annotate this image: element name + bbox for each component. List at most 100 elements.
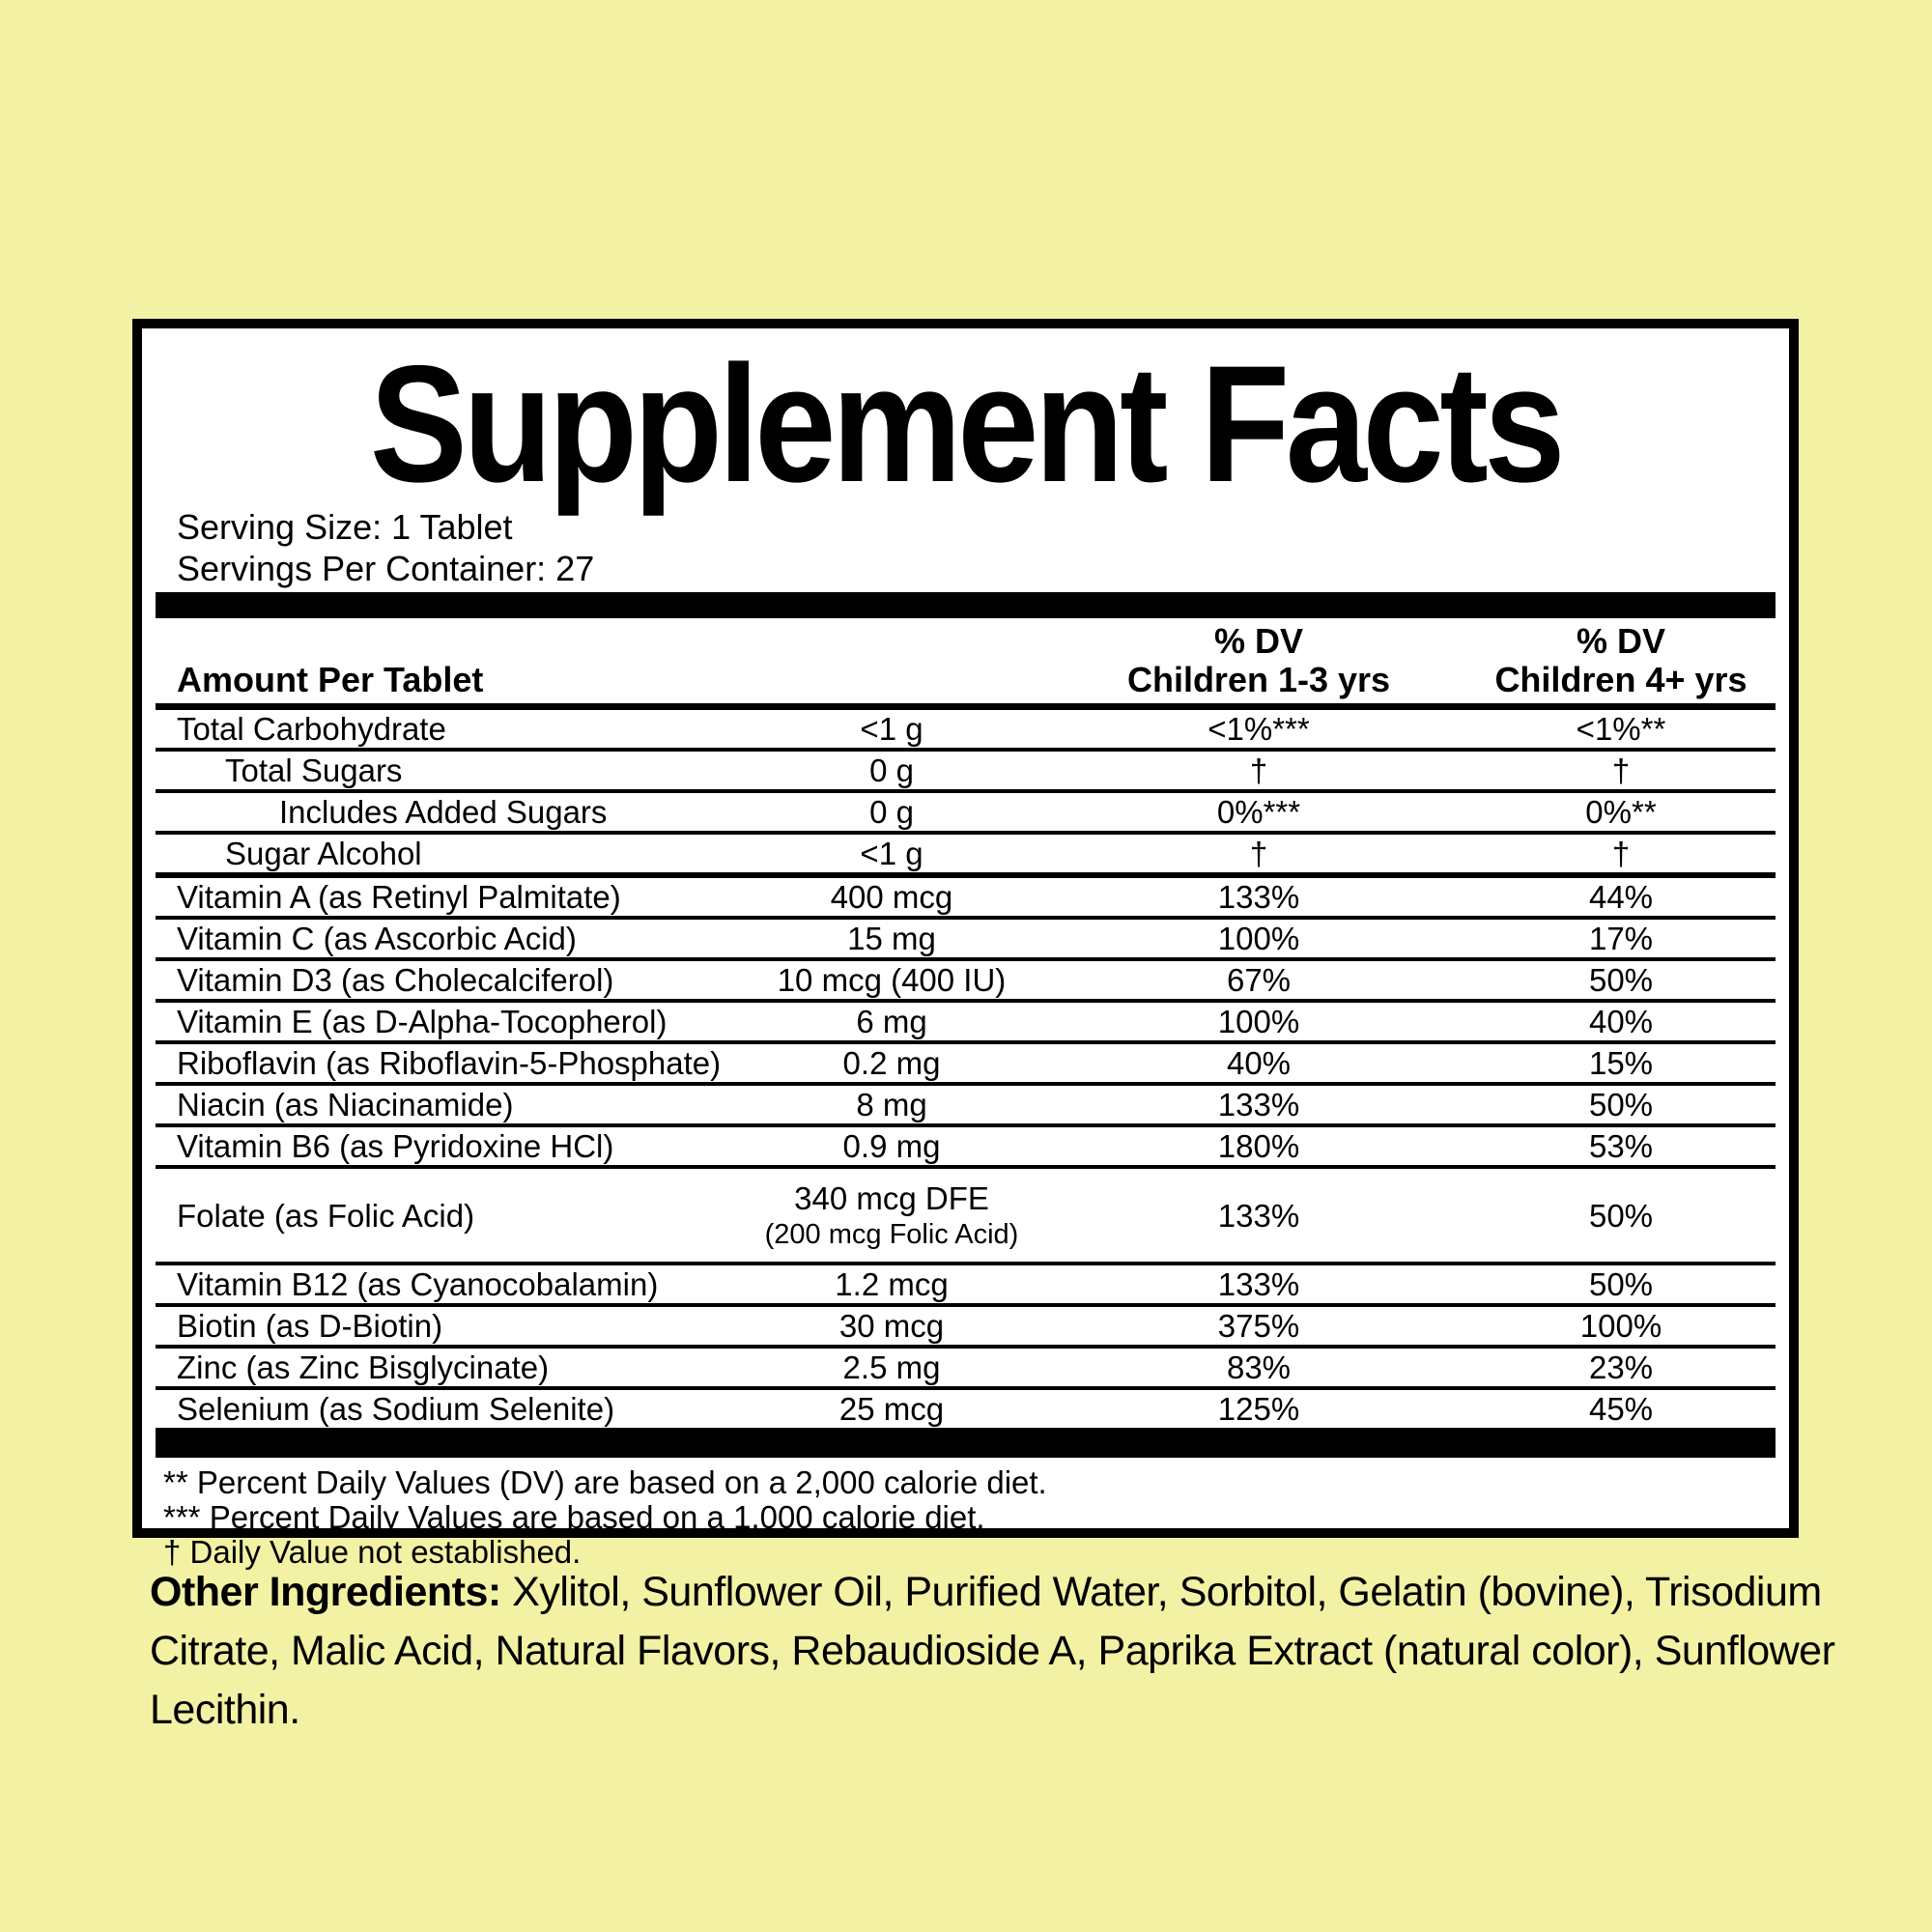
nutrient-amount: 340 mcg DFE (200 mcg Folic Acid) [732, 1179, 1051, 1252]
dv-children-1-3-value: 125% [1217, 1391, 1300, 1427]
dv-children-1-3-value: 100% [1217, 921, 1300, 956]
nutrient-amount: 0 g [732, 752, 1051, 789]
nutrient-amount-line1: 8 mg [856, 1087, 927, 1122]
nutrient-amount: 0 g [732, 793, 1051, 831]
other-ingredients-list: Xylitol, Sunflower Oil, Purified Water, … [150, 1569, 1835, 1733]
nutrient-amount-line1: 1.2 mcg [835, 1266, 949, 1302]
dv-children-4plus-value: 15% [1588, 1045, 1654, 1081]
dv1-percent-label: % DV [1213, 621, 1304, 661]
nutrient-name: Folate (as Folic Acid) [177, 1197, 475, 1234]
table-row: Total Carbohydrate <1 g <1%*** <1%** [156, 710, 1776, 752]
dv-children-1-3-value: 133% [1217, 1087, 1300, 1122]
dv-children-1-3-value: 133% [1217, 1266, 1300, 1302]
dv-children-4plus-value: 50% [1588, 1087, 1654, 1122]
nutrient-amount: 2.5 mg [732, 1349, 1051, 1386]
dv2-percent-label: % DV [1576, 621, 1666, 661]
dv-children-4plus-value: † [1611, 753, 1631, 788]
dv-children-1-3-value: 133% [1217, 879, 1300, 915]
footnote-2000-calorie: ** Percent Daily Values (DV) are based o… [163, 1464, 1047, 1500]
dv-children-4plus-value: 40% [1588, 1004, 1654, 1039]
dv-children-4plus-value: 50% [1588, 1266, 1654, 1302]
dv-children-4plus-value: <1%** [1576, 711, 1666, 747]
table-header: Amount Per Tablet % DV Children 1-3 yrs … [156, 618, 1776, 710]
dv-children-1-3-header: % DV Children 1-3 yrs [1051, 622, 1466, 699]
nutrient-amount: 0.2 mg [732, 1044, 1051, 1082]
nutrient-amount-line1: 6 mg [856, 1004, 927, 1039]
dv-children-1-3-value: 67% [1226, 962, 1292, 998]
table-row: Total Sugars 0 g † † [156, 752, 1776, 793]
table-row: Includes Added Sugars 0 g 0%*** 0%** [156, 793, 1776, 835]
nutrient-amount-line2: (200 mcg Folic Acid) [764, 1218, 1019, 1250]
dv-children-1-3-value: 100% [1217, 1004, 1300, 1039]
servings-per-container-text: Servings Per Container: 27 [177, 549, 595, 588]
nutrient-name: Total Carbohydrate [177, 711, 446, 747]
nutrient-amount: 1.2 mcg [732, 1265, 1051, 1303]
nutrient-amount: <1 g [732, 710, 1051, 748]
divider-bar-top [156, 592, 1776, 618]
panel-title: Supplement Facts [369, 331, 1566, 517]
footnotes: ** Percent Daily Values (DV) are based o… [156, 1458, 1776, 1570]
nutrient-amount-line1: 340 mcg DFE [794, 1179, 989, 1216]
divider-bar-bottom [156, 1432, 1776, 1458]
dv-children-1-3-value: 83% [1226, 1350, 1292, 1385]
dv-children-1-3-value: <1%*** [1208, 711, 1310, 747]
table-row: Folate (as Folic Acid) 340 mcg DFE (200 … [156, 1169, 1776, 1265]
table-row: Vitamin B12 (as Cyanocobalamin) 1.2 mcg … [156, 1265, 1776, 1307]
nutrient-name: Vitamin E (as D-Alpha-Tocopherol) [177, 1004, 668, 1039]
nutrient-amount-line1: 10 mcg (400 IU) [777, 962, 1007, 998]
dv-children-4plus-value: 50% [1588, 962, 1654, 998]
nutrient-amount-line1: 0 g [869, 753, 914, 788]
nutrient-amount-line1: 15 mg [847, 921, 936, 956]
nutrient-amount-line1: 0.9 mg [842, 1128, 941, 1164]
nutrient-amount-line1: 30 mcg [838, 1308, 945, 1344]
table-row: Vitamin D3 (as Cholecalciferol) 10 mcg (… [156, 961, 1776, 1003]
nutrient-amount: 6 mg [732, 1003, 1051, 1040]
table-row: Vitamin B6 (as Pyridoxine HCl) 0.9 mg 18… [156, 1127, 1776, 1169]
nutrient-name: Total Sugars [225, 753, 403, 788]
nutrient-amount: <1 g [732, 835, 1051, 872]
nutrient-name: Biotin (as D-Biotin) [177, 1308, 443, 1344]
table-row: Biotin (as D-Biotin) 30 mcg 375% 100% [156, 1307, 1776, 1349]
dv-children-1-3-value: † [1249, 836, 1268, 871]
dv-children-4plus-value: 44% [1588, 879, 1654, 915]
table-row: Zinc (as Zinc Bisglycinate) 2.5 mg 83% 2… [156, 1349, 1776, 1390]
nutrient-name: Selenium (as Sodium Selenite) [177, 1391, 615, 1427]
nutrient-amount: 15 mg [732, 920, 1051, 957]
nutrient-amount: 25 mcg [732, 1390, 1051, 1428]
nutrient-amount-line1: 2.5 mg [842, 1350, 941, 1385]
other-ingredients-label: Other Ingredients: [150, 1569, 501, 1615]
nutrient-amount: 400 mcg [732, 878, 1051, 916]
table-row: Vitamin E (as D-Alpha-Tocopherol) 6 mg 1… [156, 1003, 1776, 1044]
amount-per-tablet-header: Amount Per Tablet [177, 660, 484, 699]
nutrient-amount-line1: <1 g [860, 836, 923, 871]
nutrient-name: Vitamin A (as Retinyl Palmitate) [177, 879, 621, 915]
nutrient-amount: 8 mg [732, 1086, 1051, 1123]
dv-children-1-3-value: † [1249, 753, 1268, 788]
nutrient-table: Total Carbohydrate <1 g <1%*** <1%** Tot… [156, 710, 1776, 1432]
serving-size-text: Serving Size: 1 Tablet [177, 507, 513, 547]
nutrient-name: Vitamin D3 (as Cholecalciferol) [177, 962, 614, 998]
dv-children-1-3-value: 133% [1217, 1197, 1300, 1234]
dv1-age-label: Children 1-3 yrs [1126, 660, 1391, 699]
dv-children-4plus-value: 100% [1579, 1308, 1662, 1344]
nutrient-name: Niacin (as Niacinamide) [177, 1087, 514, 1122]
dv-children-4plus-value: 0%** [1585, 794, 1657, 830]
dv-children-4plus-value: 17% [1588, 921, 1654, 956]
footnote-1000-calorie: *** Percent Daily Values are based on a … [163, 1499, 985, 1535]
nutrient-amount-line1: <1 g [860, 711, 923, 747]
dv-children-1-3-value: 0%*** [1216, 794, 1301, 830]
table-row: Riboflavin (as Riboflavin-5-Phosphate) 0… [156, 1044, 1776, 1086]
table-row: Selenium (as Sodium Selenite) 25 mcg 125… [156, 1390, 1776, 1432]
dv-children-1-3-value: 180% [1217, 1128, 1300, 1164]
table-row: Niacin (as Niacinamide) 8 mg 133% 50% [156, 1086, 1776, 1127]
nutrient-amount-line1: 0.2 mg [842, 1045, 941, 1081]
table-row: Vitamin C (as Ascorbic Acid) 15 mg 100% … [156, 920, 1776, 961]
nutrient-amount: 10 mcg (400 IU) [732, 961, 1051, 999]
dv-children-1-3-value: 375% [1217, 1308, 1300, 1344]
table-row: Sugar Alcohol <1 g † † [156, 835, 1776, 878]
dv-children-4plus-value: 53% [1588, 1128, 1654, 1164]
dv-children-4plus-value: 45% [1588, 1391, 1654, 1427]
nutrient-name: Vitamin C (as Ascorbic Acid) [177, 921, 577, 956]
nutrient-amount-line1: 400 mcg [830, 879, 953, 915]
